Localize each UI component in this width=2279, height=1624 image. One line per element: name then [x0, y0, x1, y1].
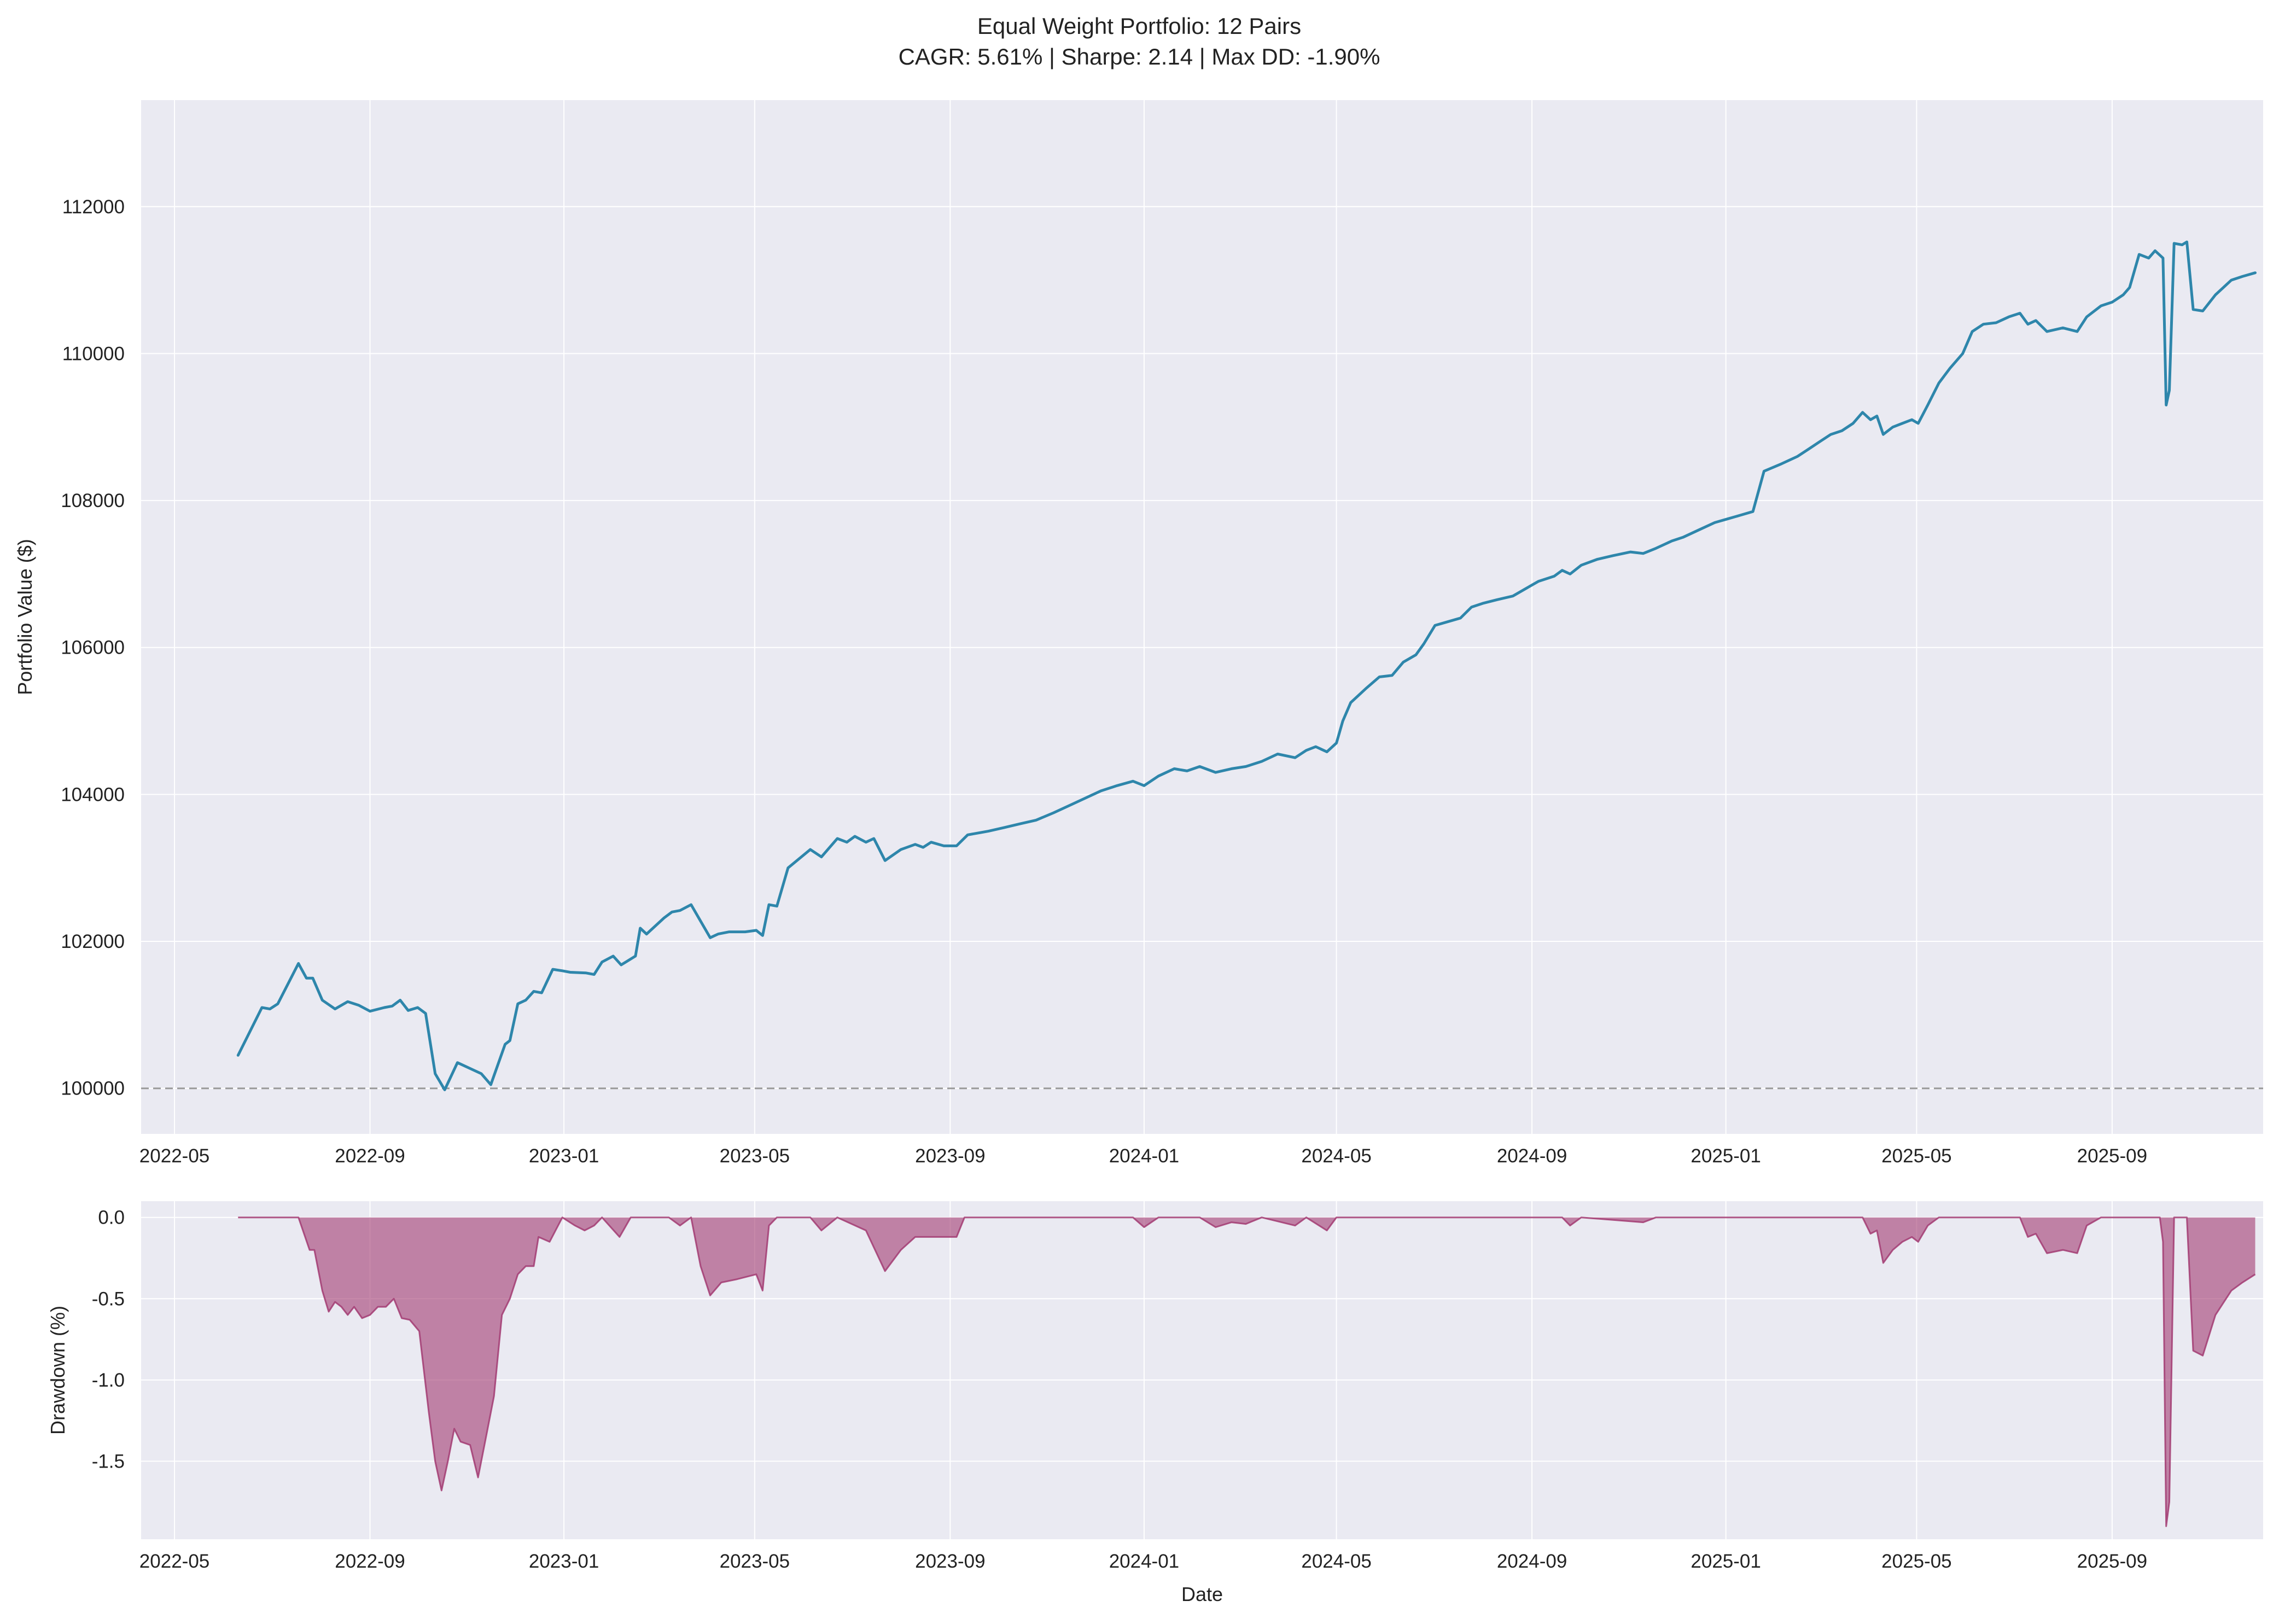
bottom-x-tick-labels: 2022-05 2022-09 2023-01 2023-05 2023-09 2024-… [139, 1551, 2147, 1572]
bot-x-tick-label: 2023-09 [915, 1551, 985, 1572]
top-x-tick-label: 2023-05 [720, 1145, 790, 1167]
bot-x-tick-label: 2025-05 [1881, 1551, 1951, 1572]
bot-y-tick-label: -1.5 [92, 1451, 125, 1472]
top-x-tick-label: 2024-05 [1301, 1145, 1371, 1167]
top-x-tick-label: 2022-09 [335, 1145, 405, 1167]
bot-x-tick-label: 2024-01 [1109, 1551, 1179, 1572]
drawdown-area-series [238, 1216, 2256, 1527]
drawdown-area [238, 1217, 2255, 1527]
top-x-tick-label: 2023-01 [529, 1145, 599, 1167]
x-axis-label: Date [1181, 1583, 1223, 1605]
bottom-y-axis-label: Drawdown (%) [46, 1306, 69, 1435]
top-y-tick-label: 108000 [61, 490, 125, 511]
top-plot-background [141, 100, 2263, 1134]
portfolio-line-series [236, 240, 2257, 1091]
top-y-tick-label: 106000 [61, 637, 125, 659]
bot-y-tick-label: -0.5 [92, 1288, 125, 1309]
bot-x-tick-label: 2022-05 [139, 1551, 209, 1572]
bottom-y-tick-labels: 0.0 -0.5 -1.0 -1.5 [92, 1207, 125, 1472]
top-x-tick-label: 2024-09 [1497, 1145, 1567, 1167]
top-y-tick-label: 110000 [62, 343, 125, 364]
top-x-tick-label: 2024-01 [1109, 1145, 1179, 1167]
top-y-tick-label: 102000 [61, 931, 125, 952]
bot-x-tick-label: 2022-09 [335, 1551, 405, 1572]
bot-x-tick-label: 2023-05 [720, 1551, 790, 1572]
drawdown-line [238, 1216, 2256, 1527]
bot-x-tick-label: 2024-05 [1301, 1551, 1371, 1572]
top-x-tick-label: 2025-01 [1691, 1145, 1761, 1167]
top-x-tick-label: 2023-09 [915, 1145, 985, 1167]
top-y-tick-label: 104000 [61, 784, 125, 805]
top-y-tick-label: 112000 [62, 196, 125, 218]
top-y-axis-label: Portfolio Value ($) [14, 539, 36, 695]
drawdown-panel: 2022-05 2022-09 2023-01 2023-05 2023-09 2024-… [46, 1201, 2263, 1605]
top-x-tick-label: 2025-05 [1881, 1145, 1951, 1167]
bot-x-tick-label: 2024-09 [1497, 1551, 1567, 1572]
top-x-tick-label: 2022-05 [139, 1145, 209, 1167]
top-y-tick-label: 100000 [61, 1078, 125, 1099]
portfolio-value-panel: 2022-05 2022-09 2023-01 2023-05 2023-09 2024-… [14, 100, 2263, 1167]
chart-subtitle: CAGR: 5.61% | Sharpe: 2.14 | Max DD: -1.… [899, 44, 1380, 69]
bot-x-tick-label: 2023-01 [529, 1551, 599, 1572]
bot-y-tick-label: -1.0 [92, 1370, 125, 1391]
portfolio-value-line [236, 240, 2257, 1091]
bot-y-tick-label: 0.0 [98, 1207, 125, 1229]
chart-title: Equal Weight Portfolio: 12 Pairs [977, 13, 1301, 39]
bot-x-tick-label: 2025-01 [1691, 1551, 1761, 1572]
top-x-tick-label: 2025-09 [2077, 1145, 2147, 1167]
top-y-tick-labels: 100000 102000 104000 106000 108000 110000 1120… [61, 196, 125, 1099]
top-x-tick-labels: 2022-05 2022-09 2023-01 2023-05 2023-09 2024-… [139, 1145, 2147, 1167]
bot-x-tick-label: 2025-09 [2077, 1551, 2147, 1572]
